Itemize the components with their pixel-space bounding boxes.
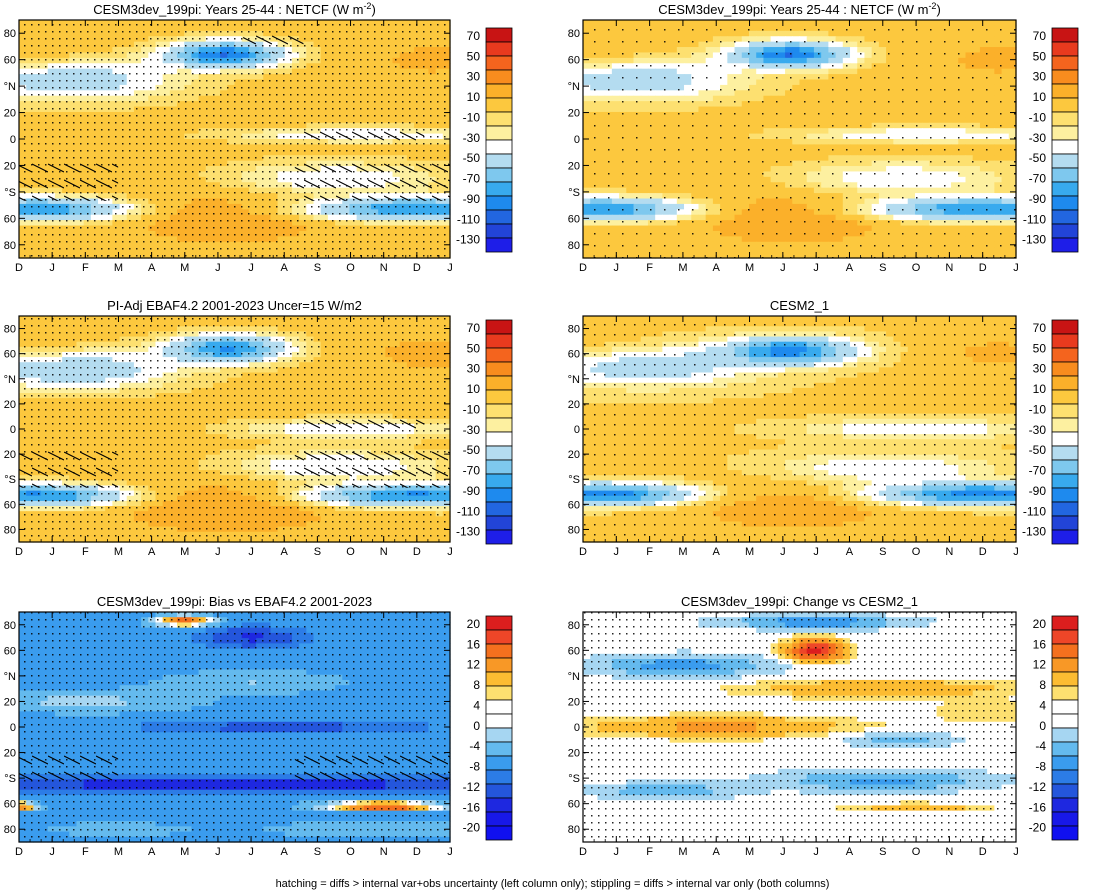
colorbar-swatch <box>485 139 513 155</box>
x-tick-label: A <box>281 262 289 274</box>
colorbar-swatch <box>485 55 513 71</box>
y-tick-label: °N <box>4 81 16 93</box>
x-tick-label: M <box>180 262 189 274</box>
colorbar-swatch <box>485 83 513 99</box>
colorbar-label: 70 <box>467 29 481 43</box>
panel-2: D J F M A M J J A S O N D J8060°N20020°S6080CESM3dev_… <box>568 1 1079 274</box>
x-tick-label: N <box>380 262 388 274</box>
x-tick-label: A <box>148 262 156 274</box>
hatching-region <box>19 162 119 201</box>
title-superscript: -2 <box>363 1 371 11</box>
colorbar-swatch <box>485 209 513 225</box>
x-tick-label: F <box>82 262 89 274</box>
colorbar-label: -110 <box>457 212 480 226</box>
colorbar-label: -90 <box>463 192 481 206</box>
title-suffix: ) <box>371 2 375 17</box>
x-tick-label: J <box>49 262 55 274</box>
y-tick-label: °S <box>4 187 16 199</box>
colorbar-label: -10 <box>463 110 481 124</box>
colorbar-swatch <box>485 27 513 43</box>
x-tick-label: D <box>413 262 421 274</box>
colorbar-label: 30 <box>467 70 481 84</box>
colorbar-label: -70 <box>463 172 481 186</box>
panel-1: D J F M A M J J A S O N D J 80 60 °N 20 0 20 °S 60 80 CESM3dev_… <box>4 1 513 274</box>
colorbar-label: -50 <box>463 151 481 165</box>
x-tick-label: D <box>15 262 23 274</box>
hatching-region <box>294 162 450 201</box>
y-tick-label: 80 <box>4 28 16 40</box>
colorbar-label: -30 <box>463 131 481 145</box>
colorbar-label: -130 <box>456 233 480 247</box>
x-tick-label: J <box>215 262 221 274</box>
colorbar-swatch <box>485 97 513 113</box>
colorbar: 70 50 30 10 -10 -30 -50 -70 -90 -110 -130 <box>456 27 513 253</box>
panel-title: CESM3dev_199pi: Years 25-44 : NETCF (W m… <box>93 1 376 17</box>
x-tick-label: J <box>447 262 453 274</box>
colorbar-label: 50 <box>467 49 481 63</box>
colorbar-swatch <box>485 69 513 85</box>
x-tick-label: O <box>346 262 355 274</box>
y-tick-label: 60 <box>4 55 16 67</box>
y-tick-label: 0 <box>10 134 16 146</box>
colorbar-swatch <box>485 41 513 57</box>
colorbar-swatch <box>485 111 513 127</box>
colorbar-swatch <box>485 167 513 183</box>
colorbar-swatch <box>485 237 513 253</box>
colorbar-label: 10 <box>467 90 481 104</box>
hatching-region <box>243 34 304 54</box>
colorbar-swatch <box>485 125 513 141</box>
y-tick-label: 20 <box>4 108 16 120</box>
colorbar-swatch <box>485 153 513 169</box>
x-tick-label: S <box>314 262 321 274</box>
colorbar-swatch <box>485 195 513 211</box>
x-tick-label: J <box>248 262 254 274</box>
hatching-region <box>303 124 425 144</box>
colorbar-swatch <box>485 223 513 239</box>
y-tick-label: 80 <box>4 240 16 252</box>
y-tick-label: 60 <box>4 213 16 225</box>
y-tick-label: 20 <box>4 160 16 172</box>
x-tick-label: M <box>114 262 123 274</box>
colorbar-swatch <box>485 181 513 197</box>
